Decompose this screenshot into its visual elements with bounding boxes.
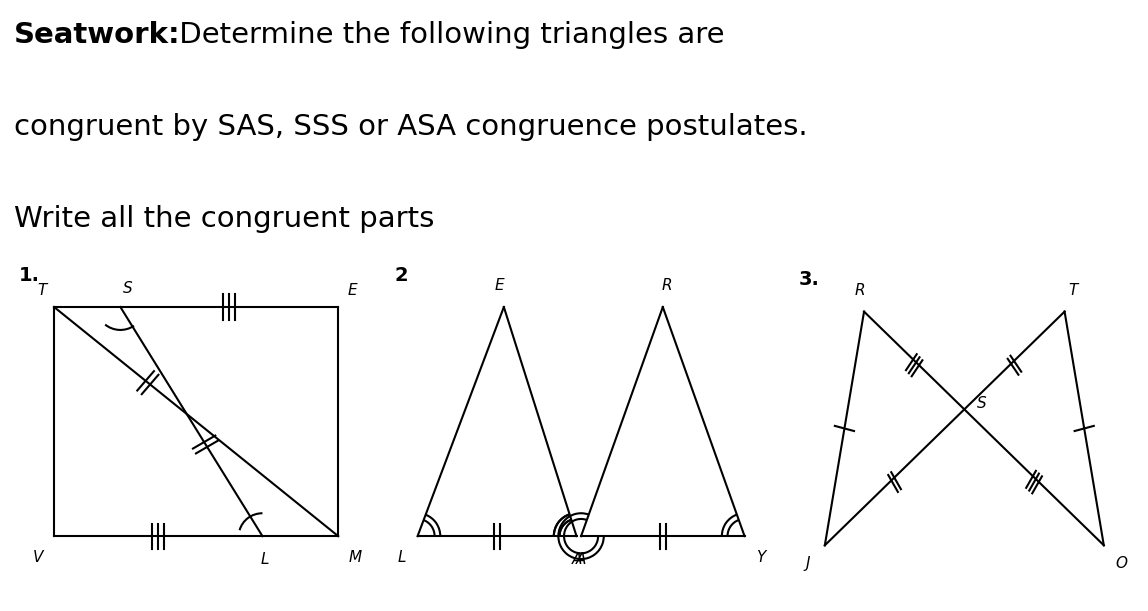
Text: S: S [977,395,986,411]
Text: A: A [576,552,587,567]
Text: A: A [572,552,582,567]
Text: E: E [348,283,357,298]
Text: congruent by SAS, SSS or ASA congruence postulates.: congruent by SAS, SSS or ASA congruence … [14,113,807,141]
Text: 1.: 1. [18,266,39,285]
Text: T: T [1069,283,1078,298]
Text: Seatwork:: Seatwork: [14,21,180,48]
Text: V: V [32,550,42,565]
Text: Y: Y [755,550,766,565]
Text: Determine the following triangles are: Determine the following triangles are [170,21,724,48]
Text: O: O [1115,556,1127,571]
Text: M: M [348,550,362,565]
Text: T: T [38,283,47,298]
Text: R: R [854,283,864,298]
Text: 3.: 3. [799,270,820,290]
Text: J: J [805,556,809,571]
Text: R: R [662,278,673,293]
Text: E: E [495,278,504,293]
Text: Write all the congruent parts: Write all the congruent parts [14,205,434,233]
Text: L: L [261,552,269,567]
Text: S: S [123,280,132,296]
Text: 2: 2 [395,266,409,285]
Text: L: L [397,550,406,565]
